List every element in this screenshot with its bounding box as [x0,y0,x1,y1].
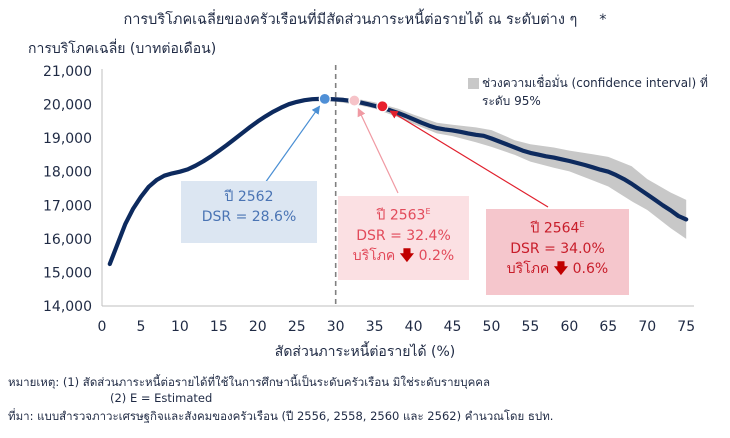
x-tick-label: 20 [249,319,267,335]
annotation-2563-consumption: บริโภค 🡇 0.2% [338,246,469,266]
annotation-2563-year: ปี 2563E [338,202,469,226]
x-tick-label: 40 [405,319,423,335]
annotation-arrow [389,110,549,208]
note-line-1: หมายเหตุ: (1) สัดส่วนภาระหนี้ต่อรายได้ที… [8,375,491,389]
x-tick-label: 30 [327,319,345,335]
x-tick-label: 70 [638,319,656,335]
note-line-2: (2) E = Estimated [110,391,213,405]
down-arrow-icon: 🡇 [553,260,569,277]
annotation-2563: ปี 2563E DSR = 32.4% บริโภค 🡇 0.2% [338,196,469,280]
x-tick-label: 45 [444,319,462,335]
annotation-2563-year-label: ปี 2563 [376,207,426,224]
annotation-2564-consumption-label: บริโภค [506,260,550,277]
x-tick-label: 5 [136,319,145,335]
x-axis-label: สัดส่วนภาระหนี้ต่อรายได้ (%) [274,344,456,360]
annotation-2562-year-label: ปี 2562 [224,189,274,205]
y-tick-label: 17,000 [43,198,92,214]
annotation-2563-sup: E [425,207,431,216]
y-tick-label: 16,000 [43,232,92,248]
x-tick-label: 60 [560,319,578,335]
x-tick-label: 55 [522,319,540,335]
annotation-2563-consumption-label: บริโภค [352,247,396,264]
annotation-2564-consumption: บริโภค 🡇 0.6% [486,259,629,279]
x-tick-label: 10 [171,319,189,335]
x-tick-label: 25 [288,319,306,335]
legend-swatch [468,78,479,89]
x-tick-label: 50 [483,319,501,335]
x-tick-label: 65 [599,319,617,335]
legend: ช่วงความเชื่อมั่น (confidence interval) … [468,74,712,110]
x-tick-label: 15 [210,319,228,335]
source-line: ที่มา: แบบสำรวจภาวะเศรษฐกิจและสังคมของคร… [8,409,554,423]
y-tick-label: 14,000 [43,299,92,315]
annotation-2564-dsr: DSR = 34.0% [510,240,605,257]
y-tick-label: 19,000 [43,131,92,147]
annotation-2563-change: 0.2% [418,247,455,264]
y-axis-label: การบริโภคเฉลี่ย (บาทต่อเดือน) [28,41,217,57]
y-tick-label: 20,000 [43,98,92,114]
annotation-2564-sup: E [579,220,585,229]
annotation-2562-dsr: DSR = 28.6% [201,209,297,225]
annotation-arrow [357,107,399,194]
y-tick-label: 15,000 [43,265,92,281]
annotation-2562-year: ปี 2562 [181,187,317,207]
chart-title: การบริโภคเฉลี่ยของครัวเรือนที่มีสัดส่วนภ… [0,8,730,31]
x-tick-label: 35 [366,319,384,335]
annotation-2563-dsr: DSR = 32.4% [356,227,451,244]
data-point [376,100,389,113]
annotation-2564-change: 0.6% [572,260,609,277]
down-arrow-icon: 🡇 [399,247,415,264]
annotation-2564-year: ปี 2564E [486,215,629,239]
chart-title-text: การบริโภคเฉลี่ยของครัวเรือนที่มีสัดส่วนภ… [123,12,578,28]
legend-label: ช่วงความเชื่อมั่น (confidence interval) … [482,76,708,108]
x-tick-label: 0 [98,319,107,335]
annotation-arrow [264,105,321,184]
x-tick-label: 75 [677,319,695,335]
annotation-2564: ปี 2564E DSR = 34.0% บริโภค 🡇 0.6% [486,209,629,295]
data-point [318,92,331,105]
title-marker: * [599,12,607,28]
data-point [348,94,361,107]
y-tick-label: 18,000 [43,165,92,181]
annotation-2562: ปี 2562 DSR = 28.6% [181,181,317,243]
annotation-2564-year-label: ปี 2564 [530,220,580,237]
y-tick-label: 21,000 [43,64,92,80]
